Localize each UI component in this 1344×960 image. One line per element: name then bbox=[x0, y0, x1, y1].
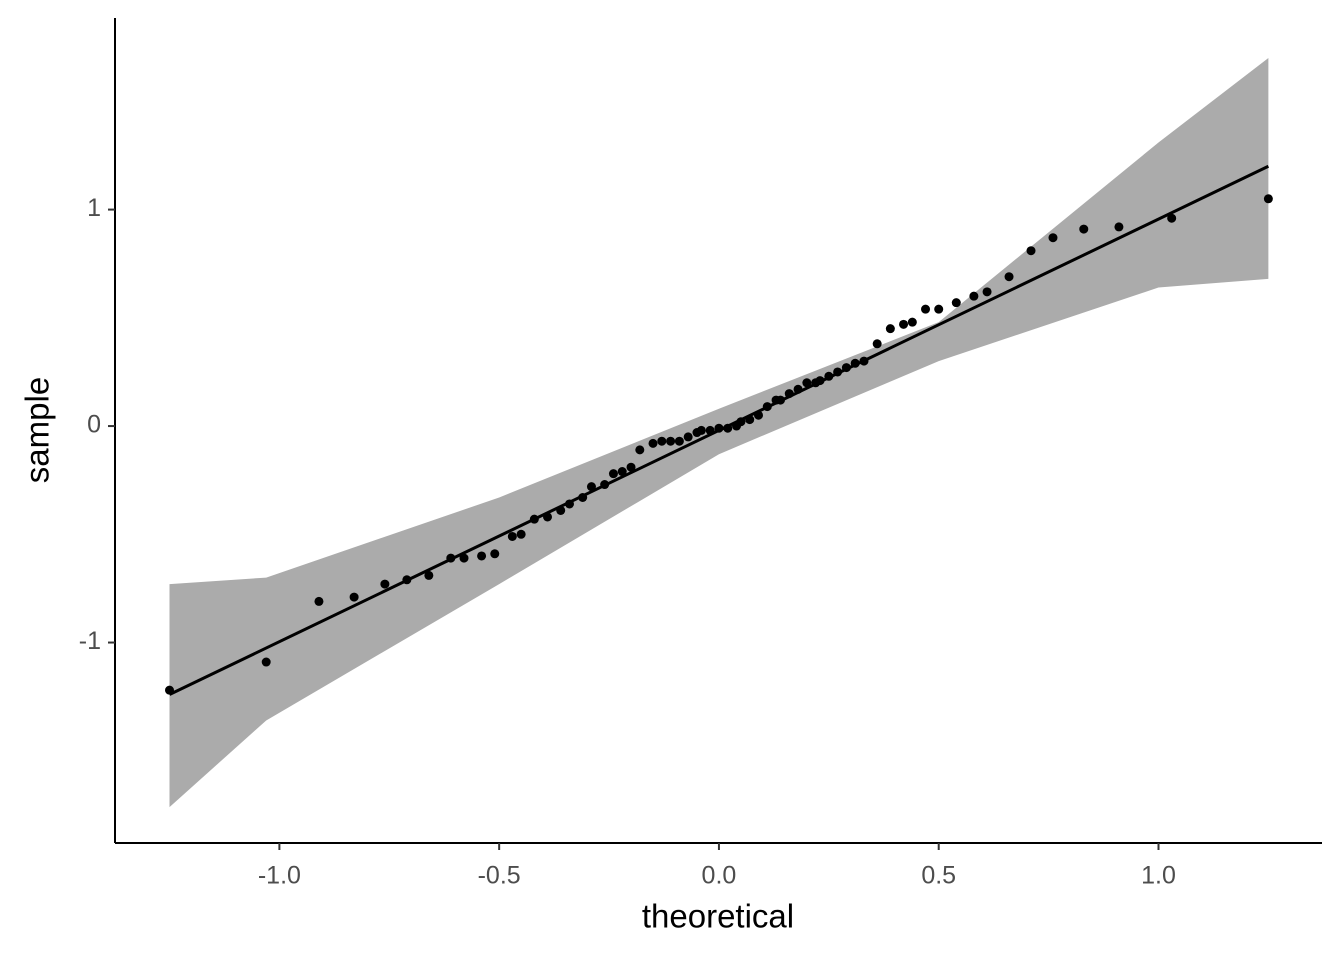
sample-point bbox=[424, 570, 434, 580]
sample-point bbox=[696, 425, 706, 435]
sample-point bbox=[477, 551, 487, 561]
sample-point bbox=[802, 378, 812, 388]
sample-point bbox=[736, 417, 746, 427]
sample-point bbox=[516, 529, 526, 539]
sample-point bbox=[648, 438, 658, 448]
sample-point bbox=[402, 575, 412, 585]
x-tick-label: 1.0 bbox=[1141, 862, 1176, 890]
y-tick-label: -1 bbox=[79, 627, 101, 655]
sample-point bbox=[586, 482, 596, 492]
sample-point bbox=[1114, 222, 1124, 232]
x-tick-label: 0.0 bbox=[702, 862, 737, 890]
sample-point bbox=[165, 685, 175, 695]
y-tick-label: 1 bbox=[87, 194, 101, 222]
sample-point bbox=[969, 291, 979, 301]
sample-point bbox=[380, 579, 390, 589]
sample-point bbox=[349, 592, 359, 602]
x-tick-label: -1.0 bbox=[258, 862, 301, 890]
sample-point bbox=[793, 384, 803, 394]
sample-point bbox=[705, 425, 715, 435]
sample-point bbox=[666, 436, 676, 446]
sample-point bbox=[784, 389, 794, 399]
sample-point bbox=[529, 514, 539, 524]
sample-point bbox=[921, 304, 931, 314]
sample-point bbox=[775, 395, 785, 405]
sample-point bbox=[899, 319, 909, 329]
sample-point bbox=[564, 499, 574, 509]
sample-point bbox=[617, 467, 627, 477]
sample-point bbox=[635, 445, 645, 455]
sample-point bbox=[683, 432, 693, 442]
sample-point bbox=[1167, 213, 1177, 223]
sample-point bbox=[841, 363, 851, 373]
sample-point bbox=[982, 287, 992, 297]
sample-point bbox=[723, 423, 733, 433]
x-axis-title: theoretical bbox=[642, 898, 794, 935]
x-tick-label: -0.5 bbox=[478, 862, 521, 890]
sample-point bbox=[608, 469, 618, 479]
sample-point bbox=[459, 553, 469, 563]
sample-point bbox=[657, 436, 667, 446]
y-tick-label: 0 bbox=[87, 411, 101, 439]
sample-point bbox=[556, 505, 566, 515]
sample-point bbox=[762, 402, 772, 412]
y-axis-title: sample bbox=[19, 377, 56, 483]
sample-point bbox=[446, 553, 456, 563]
sample-point bbox=[578, 493, 588, 503]
sample-point bbox=[1048, 233, 1058, 243]
sample-point bbox=[490, 549, 500, 559]
sample-point bbox=[714, 423, 724, 433]
sample-point bbox=[261, 657, 271, 667]
sample-point bbox=[507, 531, 517, 541]
sample-point bbox=[833, 367, 843, 377]
sample-point bbox=[872, 339, 882, 349]
sample-point bbox=[674, 436, 684, 446]
sample-point bbox=[907, 317, 917, 327]
sample-point bbox=[859, 356, 869, 366]
sample-point bbox=[600, 480, 610, 490]
sample-point bbox=[885, 324, 895, 334]
sample-point bbox=[753, 410, 763, 420]
sample-point bbox=[815, 376, 825, 386]
x-tick-label: 0.5 bbox=[921, 862, 956, 890]
sample-point bbox=[314, 596, 324, 606]
sample-point bbox=[850, 358, 860, 368]
sample-point bbox=[824, 371, 834, 381]
sample-point bbox=[626, 462, 636, 472]
sample-point bbox=[934, 304, 944, 314]
sample-point bbox=[745, 415, 755, 425]
sample-point bbox=[951, 298, 961, 308]
sample-point bbox=[1026, 246, 1036, 256]
sample-point bbox=[1004, 272, 1014, 282]
sample-point bbox=[1079, 224, 1089, 234]
sample-point bbox=[543, 512, 553, 522]
sample-point bbox=[1263, 194, 1273, 204]
